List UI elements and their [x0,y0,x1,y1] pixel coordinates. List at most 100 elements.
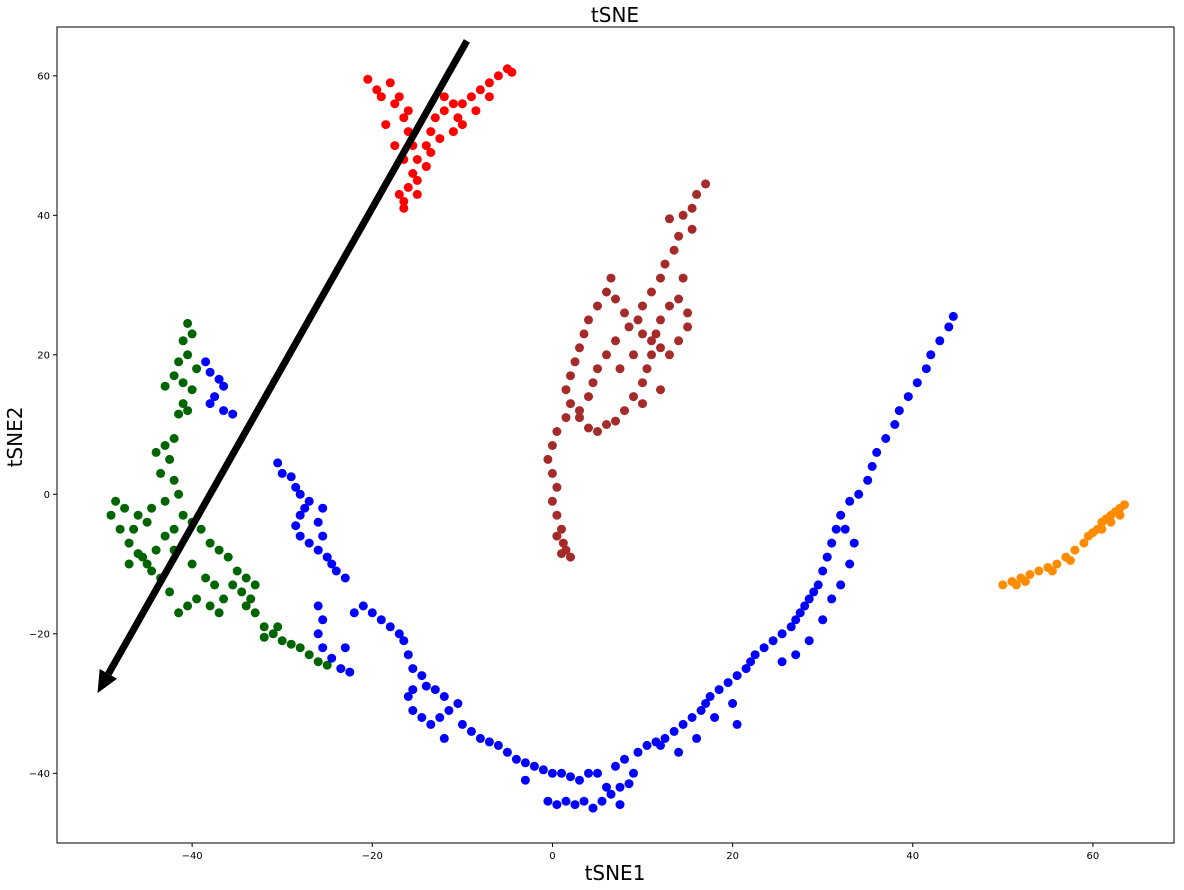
data-point [818,566,828,576]
x-tick-label: 40 [906,851,919,862]
data-point [408,685,418,695]
data-point [692,733,702,743]
data-point [602,350,611,360]
data-point [273,622,283,632]
data-point [259,622,269,632]
data-point [156,468,166,478]
data-point [863,475,873,485]
data-point [246,594,256,604]
data-point [566,399,575,409]
data-point [448,127,458,137]
data-point [547,468,557,478]
data-point [484,78,494,88]
data-point [561,413,571,423]
x-tick-label: −40 [182,851,203,862]
data-point [561,796,571,806]
data-point [201,357,211,367]
data-point [471,106,481,116]
chart-title: tSNE [591,3,639,27]
data-point [286,472,296,482]
data-point [394,92,404,102]
data-point [588,803,598,813]
data-point [466,92,476,102]
data-point [543,796,553,806]
data-point [1079,538,1089,548]
data-point [813,580,823,590]
data-point [448,99,458,109]
data-point [399,113,409,123]
x-tick-label: −20 [362,851,383,862]
data-point [318,643,328,653]
data-point [408,169,418,178]
data-point [1070,545,1080,555]
data-point [358,601,368,611]
data-point [394,189,404,199]
data-point [196,524,206,534]
data-point [147,503,157,513]
arrow-shaft [105,39,470,676]
data-point [575,343,584,353]
data-point [566,772,575,782]
data-point [399,636,409,646]
data-point [822,552,832,562]
data-point [710,713,720,722]
plot-background [57,27,1174,843]
data-point [611,416,620,426]
data-point [228,409,238,419]
data-point [322,660,332,670]
data-point [133,510,143,520]
data-point [223,552,233,562]
data-point [926,350,936,360]
series-1 [543,179,711,562]
data-point [228,580,238,590]
data-point [881,434,891,443]
data-point [620,754,629,764]
data-point [210,392,220,402]
data-point [160,381,170,391]
data-point [701,699,711,708]
data-point [232,566,242,576]
data-point [403,182,413,192]
data-point [376,615,386,625]
data-point [669,726,679,736]
data-point [669,245,679,255]
data-point [151,545,161,555]
data-point [142,517,152,527]
data-point [845,496,855,506]
data-point [998,580,1008,590]
data-point [624,779,634,789]
data-point [584,423,593,433]
data-point [403,692,413,701]
data-point [529,761,539,771]
data-point [165,454,175,464]
data-point [376,92,386,102]
data-point [390,99,400,109]
data-point [286,639,296,649]
data-point [678,210,688,220]
series-4 [998,500,1129,590]
data-point [367,608,377,618]
data-point [552,800,562,810]
data-point [304,538,314,548]
data-point [552,427,562,436]
data-point [484,92,494,102]
data-point [791,615,801,625]
data-point [169,475,179,485]
data-point [178,399,188,409]
data-point [687,713,697,722]
data-point [593,364,602,374]
data-point [174,608,184,618]
data-point [651,329,661,339]
data-point [656,740,665,750]
data-point [214,374,224,384]
data-point [106,510,116,520]
data-point [543,454,553,464]
data-point [174,409,184,419]
data-point [147,566,157,576]
data-point [840,524,850,534]
data-point [453,113,463,123]
data-point [160,441,170,450]
data-point [638,378,647,388]
data-point [1120,500,1129,510]
data-point [584,392,593,402]
